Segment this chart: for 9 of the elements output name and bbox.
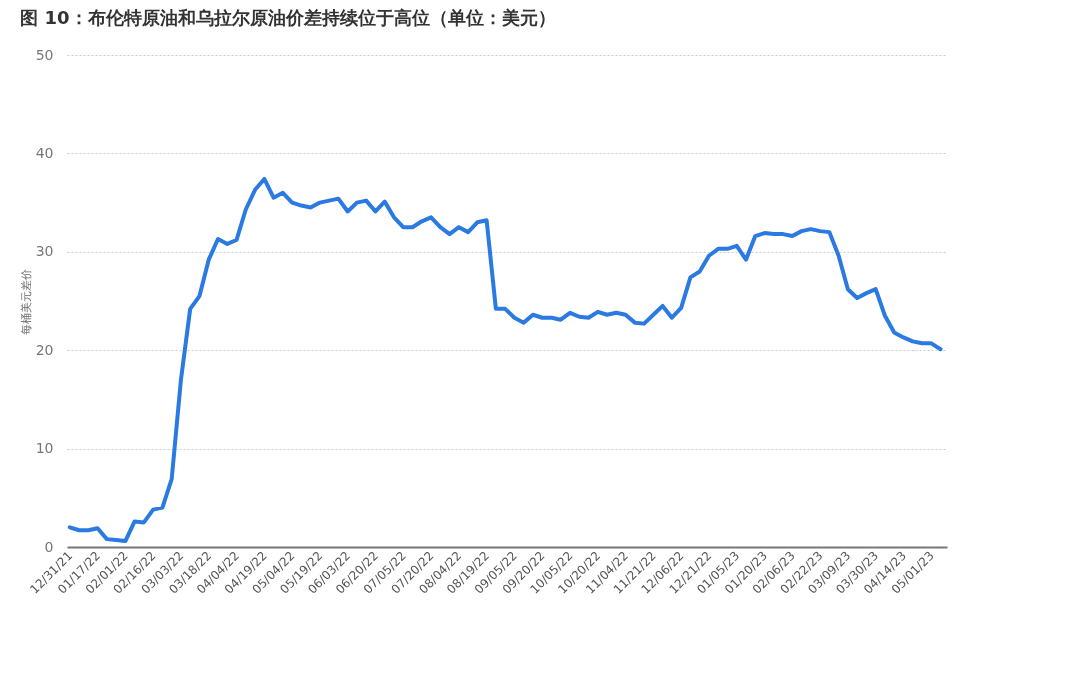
y-tick-label: 50	[35, 46, 54, 63]
y-tick-label: 30	[35, 243, 54, 260]
chart-title: 图 10：布伦特原油和乌拉尔原油价差持续位于高位（单位：美元）	[20, 7, 556, 28]
y-tick-label: 10	[35, 440, 54, 457]
y-axis-title: 每桶美元差价	[19, 268, 33, 335]
y-tick-label: 0	[44, 538, 54, 555]
y-tick-label: 20	[35, 341, 54, 358]
y-tick-label: 40	[35, 144, 54, 161]
line-series	[67, 176, 943, 544]
